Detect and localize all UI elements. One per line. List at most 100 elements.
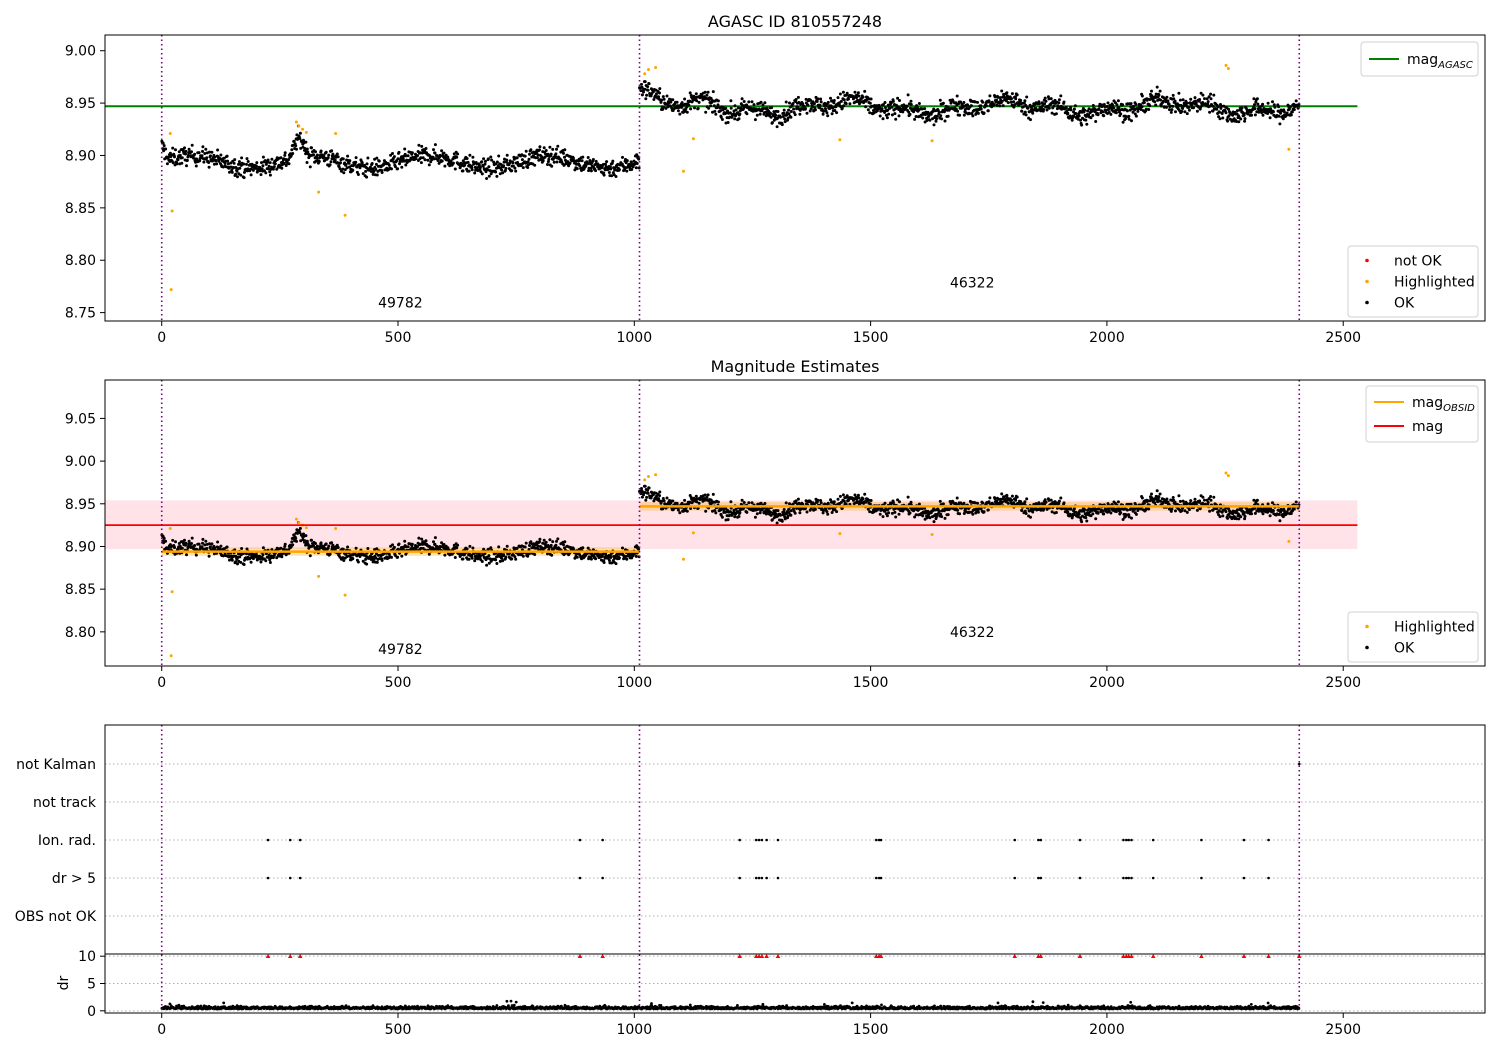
ok-point	[1069, 108, 1073, 112]
y-tick-label: 9.05	[65, 411, 96, 427]
ok-point	[784, 100, 788, 104]
highlighted-point	[838, 138, 842, 142]
ok-point	[575, 555, 579, 559]
ok-point	[660, 98, 664, 102]
ok-point	[665, 496, 669, 500]
ok-point	[584, 164, 588, 168]
ok-point	[527, 548, 531, 551]
ok-point	[550, 553, 554, 557]
ok-point	[370, 162, 374, 165]
ok-point	[489, 546, 493, 550]
ok-point	[345, 555, 349, 558]
ok-point	[783, 117, 787, 121]
ok-point	[1215, 107, 1219, 111]
ok-point	[695, 99, 699, 103]
ok-point	[204, 147, 208, 151]
ok-point	[610, 561, 614, 565]
ok-point	[547, 157, 551, 161]
ok-point	[235, 169, 239, 173]
ok-point	[291, 543, 295, 547]
ok-point	[255, 161, 259, 165]
ok-point	[478, 166, 482, 169]
ok-point	[183, 538, 186, 542]
ok-point	[868, 111, 872, 115]
ok-point	[465, 547, 469, 551]
ok-point	[988, 94, 992, 98]
flag-event-point	[765, 838, 768, 842]
ok-point	[1159, 499, 1162, 503]
ok-point	[586, 156, 590, 159]
ok-point	[878, 114, 882, 118]
flags-panel-data	[160, 725, 1302, 1013]
ok-point	[798, 511, 802, 515]
ok-point	[676, 109, 680, 113]
ok-point	[397, 542, 401, 546]
ok-point	[500, 556, 504, 560]
ok-point	[212, 552, 216, 556]
flag-event-point	[1124, 838, 1128, 842]
ok-point	[594, 557, 598, 561]
ok-point	[510, 557, 514, 561]
ok-point	[829, 96, 832, 100]
y-tick-label: 9.00	[65, 44, 96, 60]
ok-point	[917, 102, 921, 105]
ok-point	[894, 515, 898, 519]
ok-point	[694, 494, 698, 498]
ok-point	[366, 547, 370, 550]
ok-point	[1153, 501, 1157, 505]
ok-point	[486, 168, 489, 172]
ok-point	[835, 111, 839, 115]
ok-point	[1114, 111, 1118, 115]
ok-point	[869, 97, 873, 101]
ok-point	[1117, 106, 1121, 110]
ok-point	[640, 93, 644, 97]
ok-point	[356, 560, 360, 564]
ok-point	[891, 99, 895, 103]
ok-point	[1250, 113, 1254, 117]
highlighted-point	[317, 574, 321, 578]
ok-point	[621, 155, 624, 159]
ok-point	[836, 497, 840, 501]
ok-point	[330, 149, 334, 153]
ok-point	[580, 159, 584, 163]
highlighted-point	[297, 521, 301, 525]
legend-dot-swatch	[1365, 258, 1369, 263]
ok-point	[550, 164, 554, 168]
ok-point	[551, 540, 555, 544]
ok-point	[1282, 110, 1286, 114]
highlighted-point	[170, 590, 174, 594]
ok-point	[685, 509, 689, 513]
highlighted-point	[681, 557, 685, 561]
ok-point	[1279, 111, 1283, 115]
ok-point	[1124, 514, 1128, 518]
ok-point	[261, 546, 265, 550]
ok-point	[486, 556, 489, 560]
flag-event-point	[298, 838, 302, 842]
ok-point	[242, 162, 246, 166]
x-tick-label: 2000	[1089, 330, 1125, 346]
ok-point	[201, 537, 205, 541]
ok-point	[520, 158, 524, 162]
ok-point	[729, 106, 733, 110]
ok-point	[549, 543, 553, 547]
ok-point	[315, 544, 319, 548]
ok-point	[796, 95, 800, 99]
ok-point	[905, 104, 909, 108]
ok-point	[1133, 108, 1137, 112]
legend-label: Highlighted	[1394, 620, 1475, 636]
ok-point	[566, 160, 570, 164]
ok-point	[314, 542, 317, 545]
ok-point	[1189, 97, 1193, 101]
ok-point	[1094, 517, 1098, 521]
ok-point	[164, 147, 168, 151]
ok-point	[883, 501, 887, 505]
ok-point	[404, 163, 408, 167]
ok-point	[1080, 123, 1084, 127]
ok-point	[341, 547, 345, 551]
ok-point	[1010, 498, 1013, 502]
ok-point	[1134, 512, 1138, 516]
ok-point	[659, 100, 663, 104]
ok-point	[740, 498, 744, 502]
ok-point	[1116, 500, 1120, 504]
ok-point	[604, 162, 607, 166]
